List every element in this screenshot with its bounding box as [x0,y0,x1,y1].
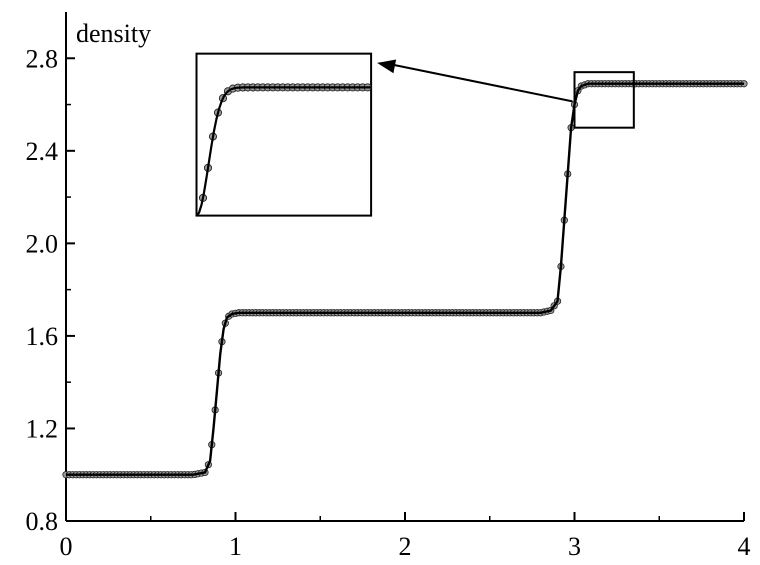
y-tick-label: 1.2 [26,414,59,443]
inset-plot [195,83,372,217]
annotations [195,52,635,217]
y-tick-label: 2.4 [26,137,59,166]
density-line [66,82,744,476]
inset-line [195,86,372,217]
arrow-head [377,59,397,74]
x-tick-label: 2 [399,532,412,561]
y-tick-label: 0.8 [26,507,59,536]
zoom-box [573,71,635,129]
x-tick-label: 4 [738,532,751,561]
arrow-shaft [390,63,573,103]
y-tick-label: 1.6 [26,322,59,351]
x-tick-label: 3 [568,532,581,561]
x-tick-label: 0 [60,532,73,561]
y-axis-label: density [76,19,151,48]
inset-box [195,52,373,217]
series-group [62,80,748,479]
y-tick-label: 2.8 [26,44,59,73]
x-tick-label: 1 [229,532,242,561]
y-tick-label: 2.0 [26,229,59,258]
axes: 0 1 2 3 4 0.8 1.2 1.6 2.0 2.4 2.8 [26,12,751,561]
